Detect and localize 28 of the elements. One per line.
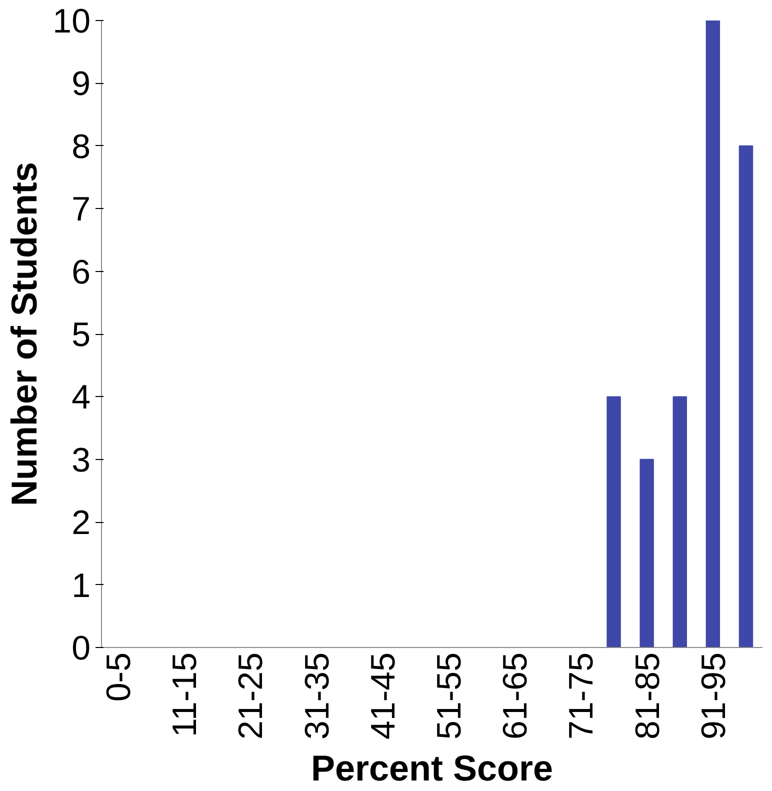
- x-tick-label: 71-75: [562, 652, 601, 740]
- bar: [606, 396, 621, 648]
- x-tick-label: 0-5: [100, 652, 138, 702]
- x-tick-label: 81-85: [628, 652, 667, 740]
- bar: [706, 20, 720, 648]
- y-tick-label: 9: [72, 65, 91, 104]
- x-tick-label: 11-15: [166, 652, 204, 737]
- y-tick-label: 6: [72, 253, 91, 292]
- y-axis-title: Number of Students: [4, 162, 45, 506]
- y-tick-label: 7: [72, 190, 91, 229]
- x-tick-label: 41-45: [364, 652, 402, 740]
- x-tick-label: 21-25: [232, 652, 270, 740]
- y-tick-label: 0: [72, 630, 91, 668]
- y-tick-label: 1: [72, 566, 91, 605]
- y-tick-label: 3: [72, 441, 91, 480]
- y-tick-label: 2: [72, 504, 91, 542]
- y-tick-label: 4: [72, 378, 91, 417]
- bar: [640, 458, 654, 648]
- x-tick-label: 31-35: [298, 652, 336, 740]
- bar: [738, 145, 754, 648]
- x-tick-label: 61-65: [496, 652, 535, 740]
- x-tick-label: 51-55: [430, 652, 469, 740]
- y-tick-label: 5: [72, 316, 91, 354]
- x-tick-label: 91-95: [694, 652, 733, 740]
- x-axis-title: Percent Score: [310, 747, 554, 788]
- y-tick-label: 8: [72, 128, 91, 166]
- bar: [672, 396, 687, 648]
- y-tick-label: 10: [52, 2, 91, 40]
